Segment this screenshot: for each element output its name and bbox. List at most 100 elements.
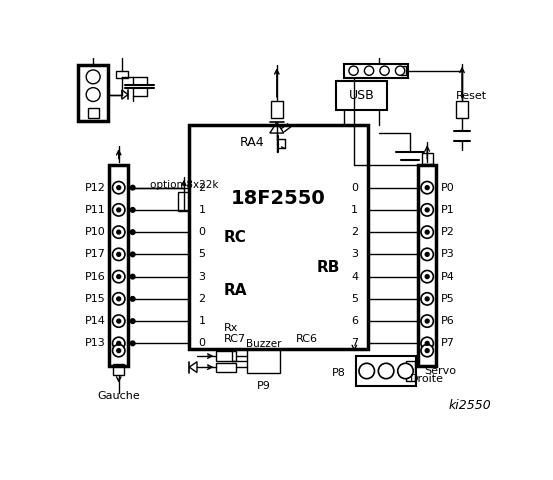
Circle shape: [112, 293, 125, 305]
Text: Reset: Reset: [456, 91, 487, 101]
Bar: [406, 361, 415, 381]
Circle shape: [425, 186, 429, 190]
Text: P12: P12: [85, 183, 106, 192]
Text: 1: 1: [199, 316, 206, 326]
Circle shape: [421, 337, 434, 349]
Circle shape: [131, 252, 135, 257]
Bar: [456, 101, 468, 119]
Circle shape: [359, 363, 374, 379]
Bar: [113, 364, 124, 375]
Bar: [109, 166, 128, 366]
Text: 0: 0: [351, 183, 358, 192]
Circle shape: [117, 186, 121, 190]
Circle shape: [112, 270, 125, 283]
Text: 0: 0: [199, 338, 206, 348]
Circle shape: [425, 341, 429, 345]
Text: P0: P0: [441, 183, 455, 192]
Text: 5: 5: [199, 250, 206, 259]
Circle shape: [112, 204, 125, 216]
Bar: [422, 153, 432, 164]
Text: RC6: RC6: [296, 335, 318, 345]
Text: 7: 7: [351, 338, 358, 348]
Text: 2: 2: [199, 294, 206, 304]
Circle shape: [425, 252, 429, 256]
Circle shape: [112, 345, 125, 357]
Circle shape: [364, 66, 374, 75]
Circle shape: [395, 66, 405, 75]
Text: P14: P14: [85, 316, 106, 326]
Circle shape: [380, 66, 389, 75]
Circle shape: [349, 66, 358, 75]
Circle shape: [425, 230, 429, 234]
Circle shape: [112, 181, 125, 194]
Bar: [400, 66, 406, 75]
Circle shape: [425, 319, 429, 323]
Bar: [179, 192, 189, 211]
Text: P15: P15: [85, 294, 106, 304]
Circle shape: [86, 88, 100, 101]
Text: Servo: Servo: [424, 366, 456, 376]
Circle shape: [117, 275, 121, 278]
Bar: [356, 356, 416, 385]
Text: P16: P16: [85, 272, 106, 282]
Bar: [216, 351, 236, 360]
Text: 2: 2: [199, 183, 206, 192]
Circle shape: [425, 275, 429, 278]
Bar: [270, 101, 283, 119]
Text: Rx: Rx: [224, 323, 238, 333]
Circle shape: [421, 315, 434, 327]
Circle shape: [117, 252, 121, 256]
Text: P8: P8: [332, 368, 346, 378]
Circle shape: [131, 341, 135, 346]
Circle shape: [117, 341, 121, 345]
Text: Gauche: Gauche: [97, 391, 140, 401]
Bar: [336, 81, 387, 110]
Text: P5: P5: [441, 294, 455, 304]
Circle shape: [117, 208, 121, 212]
Circle shape: [425, 348, 429, 352]
Text: 6: 6: [351, 316, 358, 326]
Text: 3: 3: [351, 250, 358, 259]
Text: 0: 0: [199, 227, 206, 237]
Circle shape: [421, 293, 434, 305]
Circle shape: [131, 274, 135, 279]
Text: P9: P9: [257, 381, 270, 391]
Text: P11: P11: [85, 205, 106, 215]
Text: USB: USB: [349, 89, 374, 102]
Bar: [345, 64, 408, 78]
Text: RA4: RA4: [239, 136, 264, 149]
Bar: [189, 125, 368, 348]
Circle shape: [421, 270, 434, 283]
Text: 3: 3: [199, 272, 206, 282]
Text: ki2550: ki2550: [449, 399, 492, 412]
Circle shape: [112, 337, 125, 349]
Circle shape: [425, 208, 429, 212]
Circle shape: [117, 230, 121, 234]
Circle shape: [131, 185, 135, 190]
Circle shape: [131, 207, 135, 212]
Circle shape: [398, 363, 413, 379]
Text: P3: P3: [441, 250, 455, 259]
Circle shape: [378, 363, 394, 379]
Text: P13: P13: [85, 338, 106, 348]
Text: P6: P6: [441, 316, 455, 326]
Text: RC7: RC7: [224, 335, 246, 345]
Text: P10: P10: [85, 227, 106, 237]
Circle shape: [421, 226, 434, 238]
Text: 18F2550: 18F2550: [231, 189, 326, 208]
Circle shape: [86, 70, 100, 84]
Text: RA: RA: [224, 283, 248, 299]
Text: RC: RC: [224, 229, 247, 244]
Text: P1: P1: [441, 205, 455, 215]
Circle shape: [112, 226, 125, 238]
Text: Droite: Droite: [410, 374, 444, 384]
Text: 5: 5: [351, 294, 358, 304]
Circle shape: [421, 181, 434, 194]
Text: P17: P17: [85, 250, 106, 259]
Bar: [247, 348, 280, 373]
Text: P2: P2: [441, 227, 455, 237]
Text: 1: 1: [351, 205, 358, 215]
Circle shape: [131, 230, 135, 234]
Circle shape: [131, 319, 135, 324]
Text: option 8x22k: option 8x22k: [149, 180, 218, 190]
